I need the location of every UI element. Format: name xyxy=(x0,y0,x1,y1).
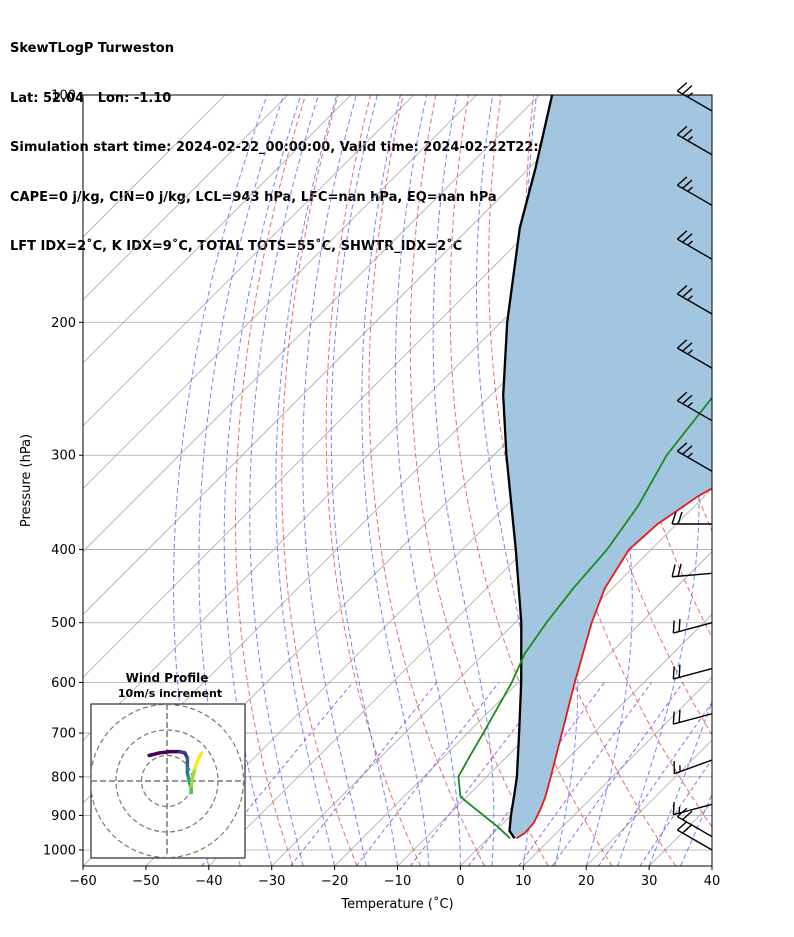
wind-barb xyxy=(676,391,713,422)
wind-barbs xyxy=(671,82,713,851)
hodograph-segment xyxy=(190,766,197,781)
temperature-line xyxy=(515,487,712,840)
axes: −60 −50 −40 −30 −20 −10 0 10 20 30 40 1000 900 800 700… xyxy=(19,89,720,913)
wind-barb xyxy=(676,442,713,472)
mixing-ratio-line xyxy=(639,758,712,866)
x-tick-label: −10 xyxy=(384,874,411,889)
y-tick-label: 500 xyxy=(51,616,76,631)
wind-barb xyxy=(676,807,713,838)
wind-barb xyxy=(672,802,713,816)
moist-adiabat-line xyxy=(476,95,533,866)
dry-adiabat-line xyxy=(449,95,613,866)
isotherm-line xyxy=(775,95,794,866)
moist-adiabat-line xyxy=(711,864,712,866)
isotherm-line xyxy=(523,676,712,866)
isotherm-line xyxy=(711,865,712,866)
dry-adiabat-line xyxy=(325,95,422,866)
isotherm-line xyxy=(460,613,712,866)
moist-adiabat-line xyxy=(617,95,700,866)
wind-barb xyxy=(676,176,713,206)
x-tick-label: −20 xyxy=(321,874,348,889)
wind-barb xyxy=(673,759,713,775)
x-tick-label: 30 xyxy=(641,874,658,889)
isotherm-line xyxy=(83,95,289,301)
mixing-ratio-line xyxy=(409,682,551,866)
moist-adiabat-line xyxy=(361,95,430,866)
moist-adiabat-line xyxy=(432,95,495,866)
hodograph-segment xyxy=(147,751,162,758)
stability-index-text: LFT IDX=2˚C, K IDX=9˚C, TOTAL TOTS=55˚C,… xyxy=(10,239,463,254)
wind-barb xyxy=(671,511,712,525)
mixing-ratio-line xyxy=(355,682,500,866)
wind-barb xyxy=(672,664,713,680)
parcel-profile-line xyxy=(502,95,554,839)
isotherm-line xyxy=(83,95,477,490)
isotherm-line xyxy=(83,95,414,427)
x-tick-label: 10 xyxy=(515,874,532,889)
mixing-ratio-line xyxy=(518,682,653,866)
location-text: Lat: 52.04 Lon: -1.10 xyxy=(10,90,172,106)
isotherm-line xyxy=(83,95,226,238)
dry-adiabat-line xyxy=(368,95,485,866)
isotherm-line xyxy=(83,95,603,615)
moist-adiabat-line xyxy=(198,95,285,866)
y-tick-label: 100 xyxy=(51,89,76,104)
mixing-ratio-line xyxy=(597,701,712,866)
x-tick-label: 20 xyxy=(578,874,595,889)
y-tick-label: 200 xyxy=(51,316,76,331)
x-tick-label: 40 xyxy=(704,874,721,889)
y-tick-label: 300 xyxy=(51,449,76,464)
hodograph-inset: Wind Profile 10m/s increment xyxy=(90,671,246,859)
moist-adiabat-line xyxy=(680,793,712,866)
moist-adiabat-line xyxy=(173,95,268,866)
mixing-ratio-line xyxy=(290,682,438,866)
chart-title: SkewTLogP Turweston xyxy=(10,41,174,56)
moist-adiabat-line xyxy=(302,95,367,866)
x-tick-label: −30 xyxy=(258,874,285,889)
isotherm-line xyxy=(83,95,540,553)
profile-lines xyxy=(457,95,712,840)
dry-adiabat-line xyxy=(762,95,794,866)
x-tick-label: −60 xyxy=(69,874,96,889)
x-tick-label: −40 xyxy=(195,874,222,889)
hodograph-title: Wind Profile xyxy=(126,671,209,685)
hodograph-ring xyxy=(91,704,245,858)
moist-adiabat-line xyxy=(330,95,398,866)
wind-barb xyxy=(676,125,713,156)
y-tick-label: 700 xyxy=(51,727,76,742)
cin-shaded-area xyxy=(503,95,712,839)
x-tick-label: −50 xyxy=(132,874,159,889)
dewpoint-line xyxy=(457,396,712,839)
wind-barb xyxy=(676,339,713,369)
hodograph-segment xyxy=(195,751,204,763)
wind-barb xyxy=(671,563,713,578)
wind-barb xyxy=(672,709,713,725)
dry-adiabat-line xyxy=(281,95,358,866)
wind-barb xyxy=(672,618,713,634)
y-tick-label: 600 xyxy=(51,676,76,691)
dry-adiabat-line xyxy=(729,95,794,866)
isotherm-line xyxy=(83,95,352,364)
dry-adiabat-line xyxy=(235,95,306,866)
x-axis-label: Temperature (˚C) xyxy=(340,896,453,912)
y-tick-label: 800 xyxy=(51,770,76,785)
wind-barb xyxy=(676,230,713,260)
hodograph-subtitle: 10m/s increment xyxy=(118,687,222,700)
isotherm-line xyxy=(334,488,712,866)
wind-barb xyxy=(676,285,713,315)
y-tick-label: 400 xyxy=(51,543,76,558)
y-tick-label: 900 xyxy=(51,809,76,824)
y-axis-label: Pressure (hPa) xyxy=(19,434,34,527)
wind-barb xyxy=(676,821,713,851)
moist-adiabat-line xyxy=(648,699,712,866)
x-tick-label: 0 xyxy=(456,874,464,889)
moist-adiabat-line xyxy=(249,95,319,866)
mixing-ratio-line xyxy=(551,682,684,866)
y-tick-label: 1000 xyxy=(43,844,76,859)
moist-adiabat-line xyxy=(275,95,338,866)
moist-adiabat-line xyxy=(394,95,461,866)
moist-adiabat-line xyxy=(223,95,302,866)
chart-header: SkewTLogP Turweston Lat: 52.04 Lon: -1.1… xyxy=(10,8,603,272)
